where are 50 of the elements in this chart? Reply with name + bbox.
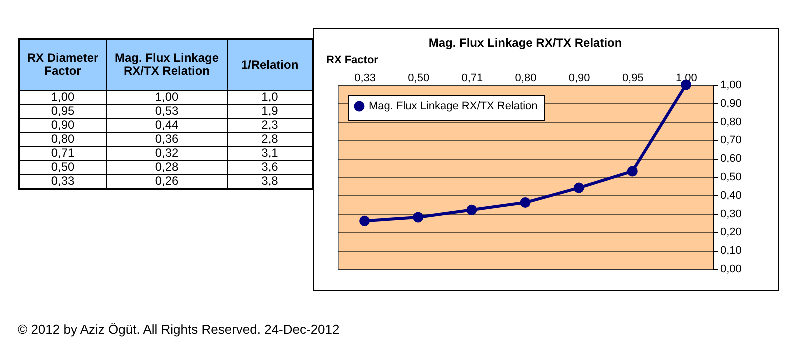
point (574, 182, 584, 194)
text: 0,95 (19, 104, 106, 118)
y-tick-label: 0,60 (720, 153, 742, 166)
y-tick-label: 0,10 (720, 245, 742, 258)
y-tick-label: 0,70 (720, 134, 742, 147)
x-tick-label: 0,95 (622, 72, 644, 84)
text: 0,80 (19, 132, 106, 146)
text: 0,90 (19, 118, 106, 132)
y-tick-label: 0,80 (720, 116, 742, 128)
x-axis-title: RX Factor (326, 54, 380, 66)
y-tick-label: 0,20 (720, 226, 742, 239)
text: 0,53 (106, 104, 228, 118)
text: RX Diameter Factor (19, 39, 106, 90)
y-tick-label: 0,40 (720, 190, 742, 202)
text: 0,44 (106, 118, 228, 132)
point (360, 216, 370, 226)
text: © 2012 by Aziz Ögüt. All Rights Reserved. 24-Dec-2012 (18, 322, 340, 337)
text: 0,28 (106, 160, 228, 174)
text: 0,36 (106, 132, 228, 146)
text: 0,71 (19, 146, 106, 160)
x-tick-label: 0,71 (462, 72, 484, 84)
point (413, 212, 424, 223)
point (627, 166, 638, 177)
text: 1,00 (19, 90, 106, 104)
x-tick-label: 0,90 (568, 72, 590, 84)
text: 3,1 (228, 146, 313, 160)
y-tick-label: 0,30 (720, 208, 742, 220)
text: 3,8 (228, 174, 313, 189)
text: 0,26 (106, 174, 228, 189)
text: 0,32 (106, 146, 228, 160)
text: 2,3 (228, 118, 313, 132)
chart-title: Mag. Flux Linkage RX/TX Relation (428, 36, 622, 50)
y-tick-label: 0,50 (720, 172, 742, 184)
text: 0,33 (19, 174, 106, 189)
point (520, 198, 531, 208)
text: 2,8 (228, 132, 313, 146)
text: 0,50 (19, 160, 106, 174)
point (466, 204, 478, 216)
legend-label: Mag. Flux Linkage RX/TX Relation (369, 100, 538, 112)
y-tick-label: 0,00 (720, 264, 742, 276)
text: 1,00 (106, 90, 228, 104)
x-tick-label: 0,80 (515, 72, 537, 84)
text: 3,6 (228, 160, 313, 174)
text: 1/Relation (228, 39, 313, 90)
y-tick-label: 0,90 (720, 98, 742, 110)
x-tick-label: 0,50 (408, 72, 430, 84)
text: Mag. Flux Linkage RX/TX Relation (106, 39, 228, 90)
text: 1,0 (228, 90, 313, 104)
x-tick-label: 0,33 (354, 72, 376, 84)
text: 1,9 (228, 104, 313, 118)
